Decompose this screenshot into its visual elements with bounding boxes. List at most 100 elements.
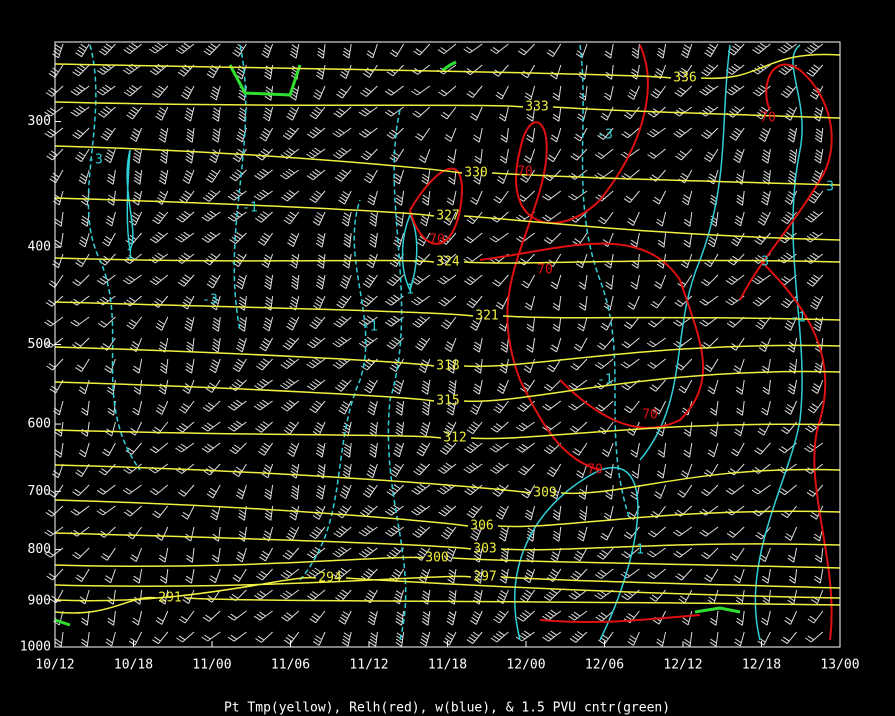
wind-barb	[317, 43, 326, 59]
wind-barb	[155, 610, 169, 625]
wind-barb	[149, 42, 169, 54]
relh-label: 70	[642, 408, 658, 423]
wind-barb	[201, 231, 221, 243]
wind-barb	[232, 463, 247, 478]
wind-barb	[444, 127, 457, 142]
wind-barb	[315, 442, 326, 458]
wind-barb	[542, 630, 562, 642]
wind-barb	[49, 169, 64, 184]
pvu-contour	[228, 64, 302, 97]
wind-barb	[339, 64, 352, 80]
wind-barb	[788, 568, 798, 584]
wind-barb	[675, 148, 693, 161]
wind-barb	[594, 358, 614, 370]
wind-barb	[552, 316, 562, 332]
wind-barb	[787, 547, 798, 563]
wind-barb	[709, 610, 719, 626]
wind-barb	[438, 85, 457, 97]
wind-barb	[727, 253, 745, 266]
wind-barb	[209, 358, 221, 374]
wind-barb	[447, 358, 457, 374]
wind-barb	[630, 274, 640, 290]
wind-barb	[209, 148, 221, 164]
wind-barb	[578, 274, 588, 290]
wind-barb	[631, 43, 640, 59]
isentrope	[54, 145, 841, 186]
wind-barb	[338, 400, 352, 415]
wind-barb	[806, 64, 824, 77]
wind-barb	[735, 379, 745, 395]
wind-barb	[700, 484, 719, 497]
wind-barb	[490, 630, 509, 643]
wind-barb	[733, 358, 745, 374]
wind-barb	[205, 379, 221, 393]
wind-barb	[438, 295, 457, 307]
wind-barb	[227, 610, 247, 621]
wind-barb	[99, 43, 116, 56]
wind-barb	[568, 610, 588, 621]
wind-barb	[309, 400, 326, 414]
wind-barb	[492, 484, 509, 497]
wind-barb	[726, 526, 745, 538]
wind-barb	[752, 42, 771, 55]
wind-barb	[256, 358, 273, 371]
wind-barb	[395, 631, 405, 647]
isentrope	[54, 596, 841, 614]
wind-barb	[680, 463, 693, 479]
wind-barb	[307, 589, 326, 601]
wind-barb	[367, 610, 378, 626]
wind-barb	[542, 190, 562, 201]
wind-barb	[446, 400, 457, 416]
wind-barb	[543, 379, 562, 392]
wind-barb	[155, 400, 169, 415]
wind-barb	[546, 358, 562, 373]
wind-barb	[604, 463, 614, 479]
wind-barb	[520, 169, 536, 183]
wind-barb	[550, 274, 562, 290]
wind-barb	[158, 127, 169, 143]
wind-barb	[814, 127, 824, 143]
wind-barb	[570, 148, 588, 161]
wind-barb	[306, 168, 326, 181]
wind-barb	[437, 253, 457, 265]
wind-barb	[725, 274, 745, 285]
isentrope	[54, 301, 841, 321]
wind-barb	[419, 211, 431, 227]
wind-barb	[360, 568, 378, 581]
wind-barb	[289, 505, 300, 521]
wind-barb	[72, 274, 90, 287]
wind-barb	[646, 127, 666, 138]
wind-barb	[186, 127, 195, 143]
y-tick-label: 500	[28, 337, 51, 352]
wind-barb	[264, 64, 274, 80]
wind-barb	[289, 85, 300, 101]
wind-barb	[466, 85, 483, 99]
wind-barb	[389, 568, 405, 583]
wind-barb	[332, 127, 352, 138]
wind-barb	[621, 337, 640, 349]
wind-barb	[594, 589, 614, 600]
wind-barb	[656, 211, 667, 227]
wind-barb	[813, 106, 824, 122]
wind-barb	[678, 379, 693, 394]
wind-barb	[526, 127, 536, 143]
wind-barb	[312, 295, 326, 310]
wind-barb	[44, 526, 64, 537]
y-tick-label: 700	[28, 484, 51, 499]
wind-barb	[474, 148, 483, 164]
wind-barb	[255, 631, 273, 643]
wind-barb	[649, 589, 666, 602]
wind-barb	[570, 358, 588, 371]
wind-barb	[707, 379, 719, 395]
wind-barb	[751, 484, 771, 495]
wind-barb	[229, 442, 247, 455]
wind-barb	[389, 43, 405, 58]
wind-barb	[100, 547, 116, 561]
wind-barb	[520, 379, 536, 393]
wind-barb	[784, 526, 798, 541]
wind-barb	[97, 106, 116, 118]
wind-barb	[438, 504, 457, 517]
x-tick-label: 12/18	[742, 658, 781, 673]
wind-barb	[185, 568, 195, 584]
wind-barb	[281, 399, 300, 412]
